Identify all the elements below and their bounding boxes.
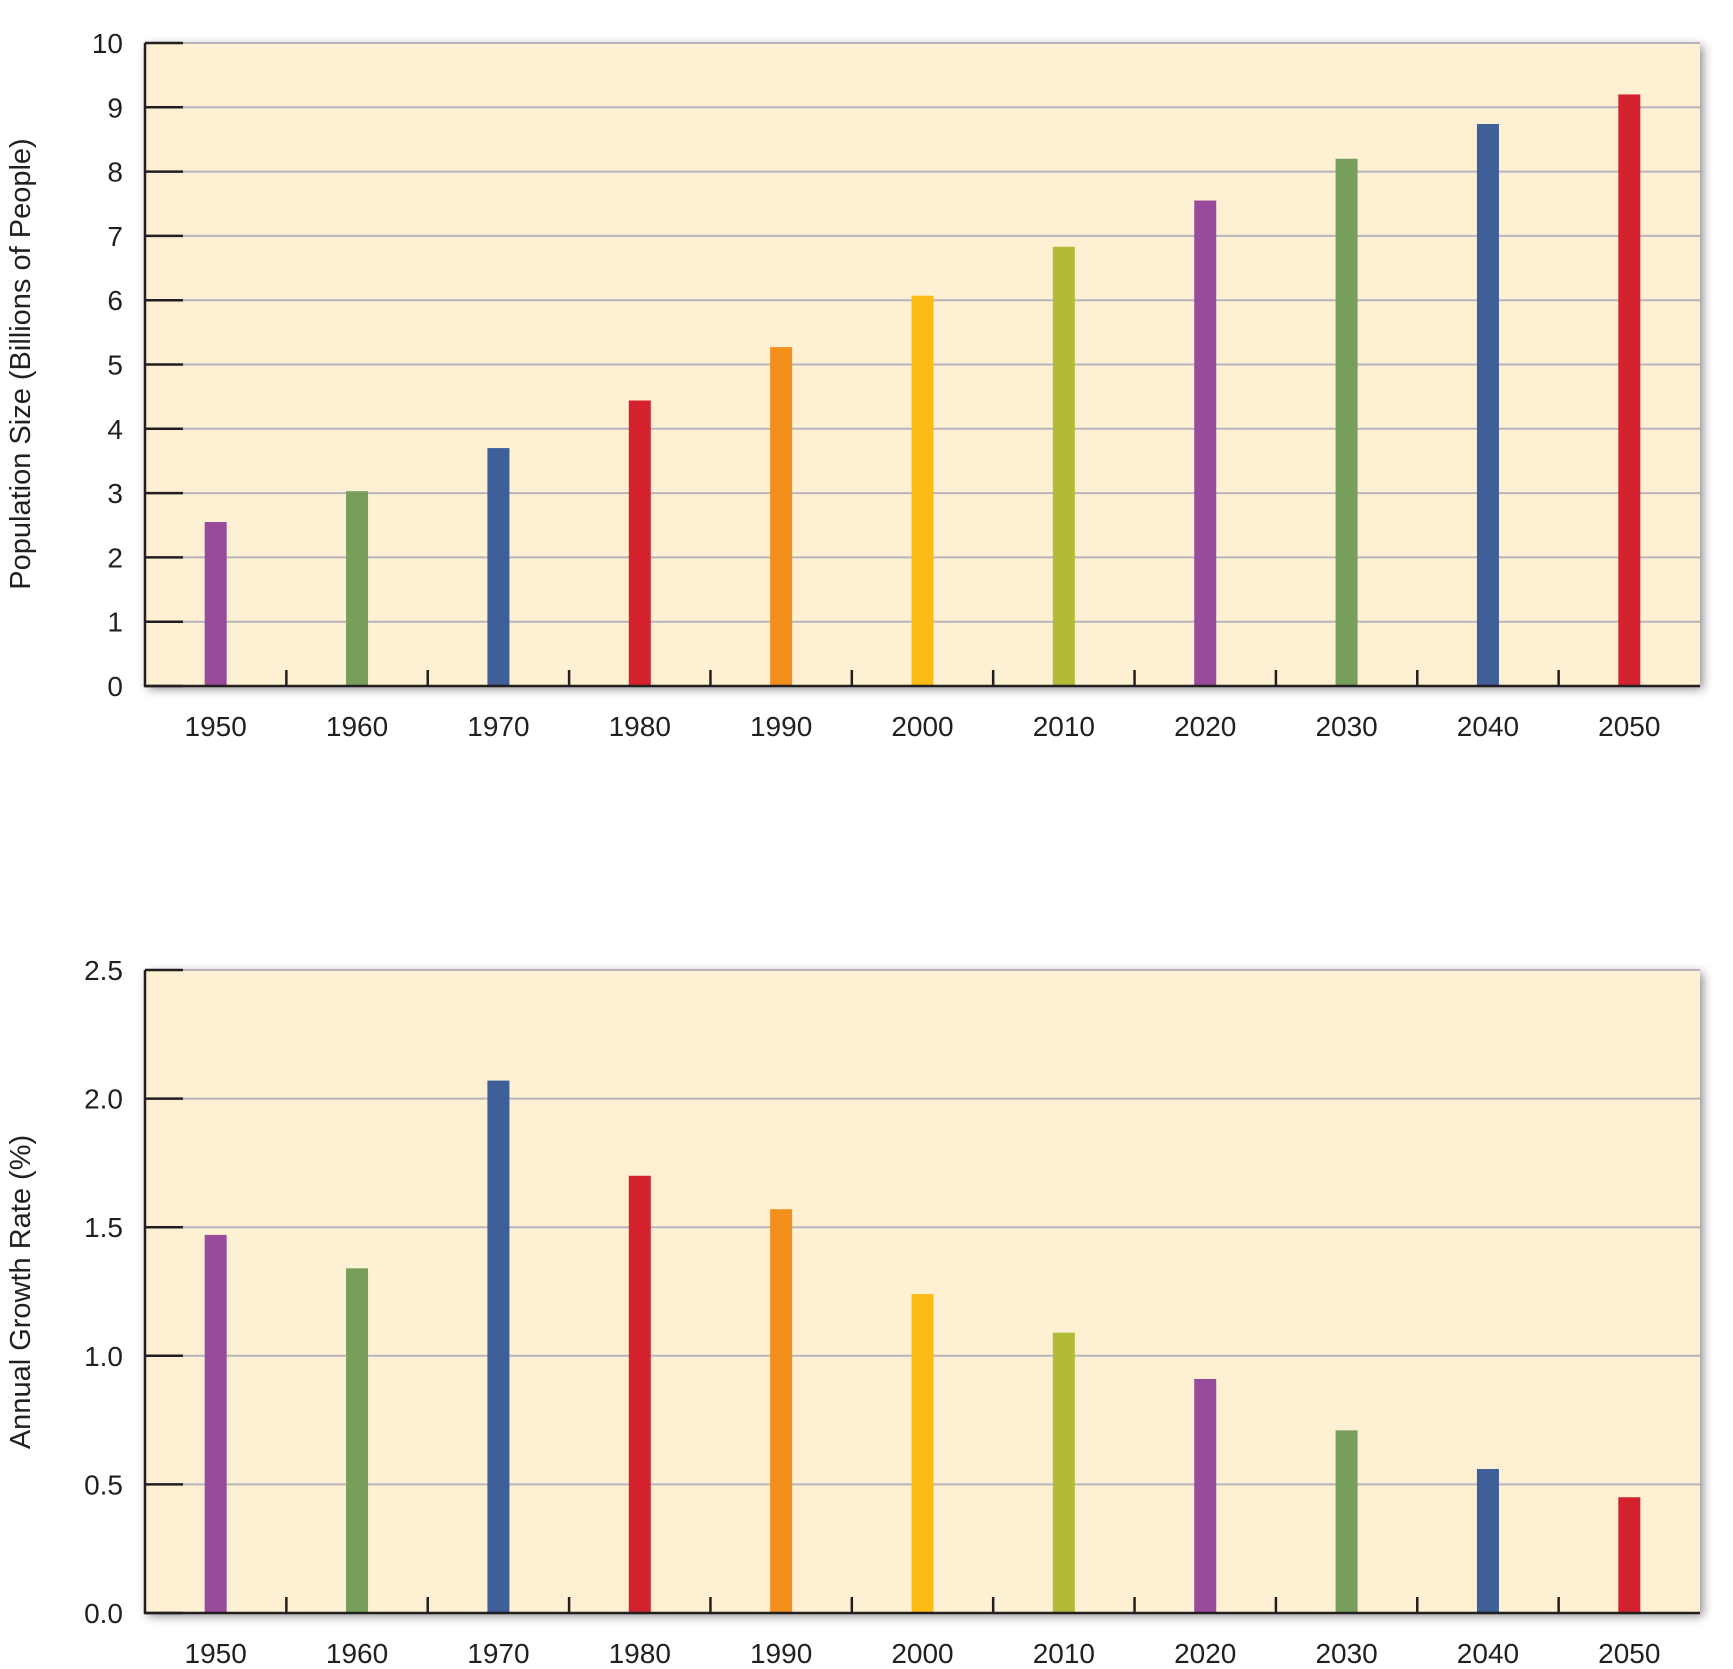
bar-1950 <box>204 1234 227 1613</box>
x-tick-label: 2010 <box>1033 711 1095 742</box>
bar-2050 <box>1618 94 1641 686</box>
x-tick-label: 2040 <box>1457 711 1519 742</box>
x-tick-label: 1980 <box>609 711 671 742</box>
bar-1970 <box>487 448 510 686</box>
x-tick-label: 1970 <box>467 711 529 742</box>
bar-1960 <box>346 491 369 686</box>
x-tick-label: 2050 <box>1598 711 1660 742</box>
y-tick-label: 0.5 <box>84 1469 123 1500</box>
bar-2020 <box>1194 200 1217 686</box>
bar-2000 <box>911 295 934 686</box>
bar-2040 <box>1476 124 1499 686</box>
y-axis-title: Population Size (Billions of People) <box>5 138 37 589</box>
y-tick-label: 2.5 <box>84 955 123 986</box>
bar-2040 <box>1476 1468 1499 1613</box>
y-tick-label: 1 <box>107 607 123 638</box>
bar-1990 <box>770 1209 793 1613</box>
y-tick-label: 4 <box>107 414 123 445</box>
y-tick-label: 2 <box>107 542 123 573</box>
x-tick-label: 1990 <box>750 1638 812 1669</box>
y-tick-label: 1.0 <box>84 1341 123 1372</box>
bar-2020 <box>1194 1378 1217 1613</box>
bar-2000 <box>911 1294 934 1613</box>
x-tick-label: 1960 <box>326 1638 388 1669</box>
y-tick-label: 2.0 <box>84 1084 123 1115</box>
y-tick-label: 5 <box>107 350 123 381</box>
y-tick-label: 3 <box>107 478 123 509</box>
x-tick-label: 2020 <box>1174 711 1236 742</box>
x-tick-label: 2010 <box>1033 1638 1095 1669</box>
x-tick-label: 1950 <box>185 711 247 742</box>
x-tick-label: 2000 <box>891 711 953 742</box>
bar-1980 <box>628 400 651 686</box>
x-tick-label: 1960 <box>326 711 388 742</box>
y-tick-label: 1.5 <box>84 1212 123 1243</box>
y-tick-label: 10 <box>92 28 123 59</box>
bar-2030 <box>1335 1430 1358 1613</box>
x-tick-label: 2000 <box>891 1638 953 1669</box>
y-tick-label: 0.0 <box>84 1598 123 1629</box>
population-size-chart: 0 1 2 3 4 5 6 7 8 9 10 1950 1960 1970 1980 1990 2000 2010… <box>5 28 1700 742</box>
x-tick-label: 1970 <box>467 1638 529 1669</box>
bar-1990 <box>770 347 793 686</box>
bar-2010 <box>1052 246 1075 686</box>
x-tick-label: 2030 <box>1315 711 1377 742</box>
x-tick-label: 1990 <box>750 711 812 742</box>
x-tick-label: 2020 <box>1174 1638 1236 1669</box>
bar-2030 <box>1335 158 1358 687</box>
x-tick-label: 1980 <box>609 1638 671 1669</box>
bar-1980 <box>628 1175 651 1613</box>
y-tick-label: 6 <box>107 285 123 316</box>
y-axis-title: Annual Growth Rate (%) <box>5 1135 37 1449</box>
x-tick-label: 2040 <box>1457 1638 1519 1669</box>
y-tick-label: 8 <box>107 157 123 188</box>
y-tick-label: 0 <box>107 671 123 702</box>
bar-1960 <box>346 1268 369 1613</box>
y-tick-label: 9 <box>107 92 123 123</box>
y-tick-label: 7 <box>107 221 123 252</box>
x-tick-label: 1950 <box>185 1638 247 1669</box>
x-tick-label: 2030 <box>1315 1638 1377 1669</box>
x-tick-label: 2050 <box>1598 1638 1660 1669</box>
bar-2050 <box>1618 1497 1641 1613</box>
bar-1970 <box>487 1080 510 1613</box>
bar-1950 <box>204 522 227 686</box>
annual-growth-rate-chart: 0.0 0.5 1.0 1.5 2.0 2.5 1950 1960 1970 1980 1990 20… <box>5 955 1700 1669</box>
bar-2010 <box>1052 1332 1075 1613</box>
